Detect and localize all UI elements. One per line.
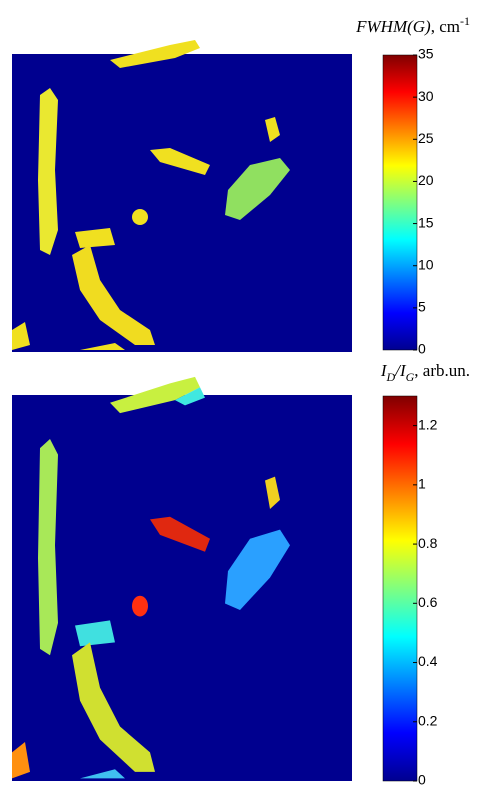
map-image — [12, 395, 352, 781]
title-part: -1 — [460, 14, 470, 28]
colorbar-tick-label: 1.2 — [418, 416, 438, 432]
colorbar-tick-label: 5 — [418, 299, 426, 315]
colorbar-tick-label: 0 — [418, 772, 426, 787]
title-part: , cm — [431, 17, 460, 36]
colorbar-tick-label: 20 — [418, 172, 434, 188]
colorbar-title: ID/IG, arb.un. — [380, 361, 470, 384]
colorbar-tick-label: 0.2 — [418, 712, 438, 728]
colorbar-tick-label: 0.6 — [418, 594, 438, 610]
colorbar-tick-label: 15 — [418, 214, 434, 230]
title-part: I — [380, 361, 388, 380]
title-part: /I — [394, 361, 407, 380]
colorbar-tick-label: 0.8 — [418, 535, 438, 551]
colorbar — [382, 395, 418, 782]
colorbar-tick-label: 0 — [418, 341, 426, 357]
colorbar-tick-label: 25 — [418, 130, 434, 146]
colorbar-tick-label: 1 — [418, 476, 426, 492]
title-part: FWHM(G) — [355, 17, 431, 36]
title-part: D — [386, 370, 396, 384]
map-regions — [12, 376, 290, 779]
colorbar — [382, 54, 418, 351]
colorbar-tick-label: 0.4 — [418, 653, 438, 669]
colorbar-tick-label: 30 — [418, 88, 434, 104]
colorbar-tick-label: 35 — [418, 46, 434, 62]
colorbar-title: FWHM(G), cm-1 — [355, 14, 470, 36]
title-part: , arb.un. — [414, 361, 470, 380]
map-image — [12, 54, 352, 352]
title-part: G — [406, 370, 415, 384]
colorbar-tick-label: 10 — [418, 256, 434, 272]
